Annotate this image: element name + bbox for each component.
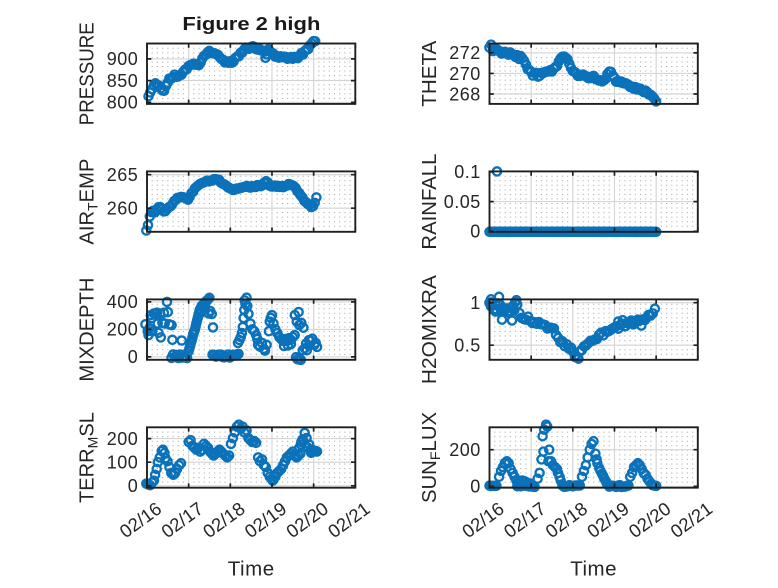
- svg-text:TERRM​SL: TERRM​SL: [77, 412, 101, 503]
- svg-text:AIRT​EMP: AIRT​EMP: [77, 159, 101, 245]
- svg-text:200: 200: [449, 440, 481, 460]
- svg-text:THETA: THETA: [419, 40, 441, 107]
- svg-text:MIXDEPTH: MIXDEPTH: [77, 278, 99, 382]
- svg-text:850: 850: [107, 71, 139, 91]
- svg-text:0: 0: [128, 347, 139, 367]
- svg-text:RAINFALL: RAINFALL: [419, 154, 441, 250]
- svg-text:Figure 2 high: Figure 2 high: [182, 14, 320, 34]
- svg-text:270: 270: [449, 64, 481, 84]
- svg-text:0.05: 0.05: [444, 192, 481, 212]
- svg-text:H2OMIXRA: H2OMIXRA: [419, 274, 441, 384]
- svg-text:260: 260: [107, 199, 139, 219]
- svg-text:400: 400: [107, 292, 139, 312]
- svg-text:200: 200: [107, 429, 139, 449]
- svg-text:0.5: 0.5: [454, 336, 481, 356]
- svg-text:0: 0: [128, 476, 139, 496]
- svg-text:200: 200: [107, 320, 139, 340]
- svg-text:100: 100: [107, 453, 139, 473]
- svg-text:0: 0: [470, 477, 481, 497]
- svg-text:272: 272: [449, 43, 481, 63]
- svg-text:Time: Time: [570, 557, 617, 580]
- svg-text:265: 265: [107, 165, 139, 185]
- svg-text:Time: Time: [228, 557, 275, 580]
- svg-text:0: 0: [470, 222, 481, 242]
- svg-text:268: 268: [449, 84, 481, 104]
- svg-text:0.1: 0.1: [454, 162, 481, 182]
- svg-text:PRESSURE: PRESSURE: [77, 22, 99, 125]
- svg-text:1: 1: [470, 293, 481, 313]
- svg-text:900: 900: [107, 49, 139, 69]
- svg-text:800: 800: [107, 93, 139, 113]
